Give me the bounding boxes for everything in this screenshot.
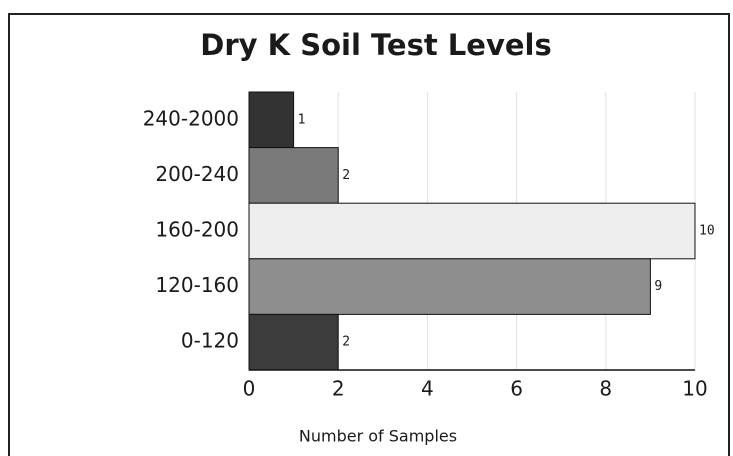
y-tick-label: 160-200 — [155, 218, 239, 242]
x-tick-label: 6 — [510, 377, 523, 401]
y-tick-label: 120-160 — [155, 273, 239, 297]
value-label: 9 — [654, 279, 662, 294]
value-label: 2 — [342, 335, 350, 350]
value-label: 1 — [298, 112, 306, 127]
x-tick-label: 4 — [421, 377, 434, 401]
x-axis-label: Number of Samples — [299, 427, 457, 446]
x-tick-label: 8 — [599, 377, 612, 401]
y-tick-label: 240-2000 — [143, 106, 239, 130]
value-label: 10 — [699, 224, 715, 239]
bar — [248, 258, 651, 315]
chart-title: Dry K Soil Test Levels — [200, 28, 551, 62]
x-tick-label: 10 — [682, 377, 707, 401]
y-tick-label: 200-240 — [155, 162, 239, 186]
bar — [248, 91, 295, 149]
x-tick-label: 2 — [332, 377, 345, 401]
bar — [248, 313, 339, 371]
x-tick-label: 0 — [243, 377, 256, 401]
bar — [248, 147, 339, 204]
y-tick-label: 0-120 — [181, 329, 239, 353]
value-label: 2 — [342, 168, 350, 183]
bar — [248, 202, 696, 260]
